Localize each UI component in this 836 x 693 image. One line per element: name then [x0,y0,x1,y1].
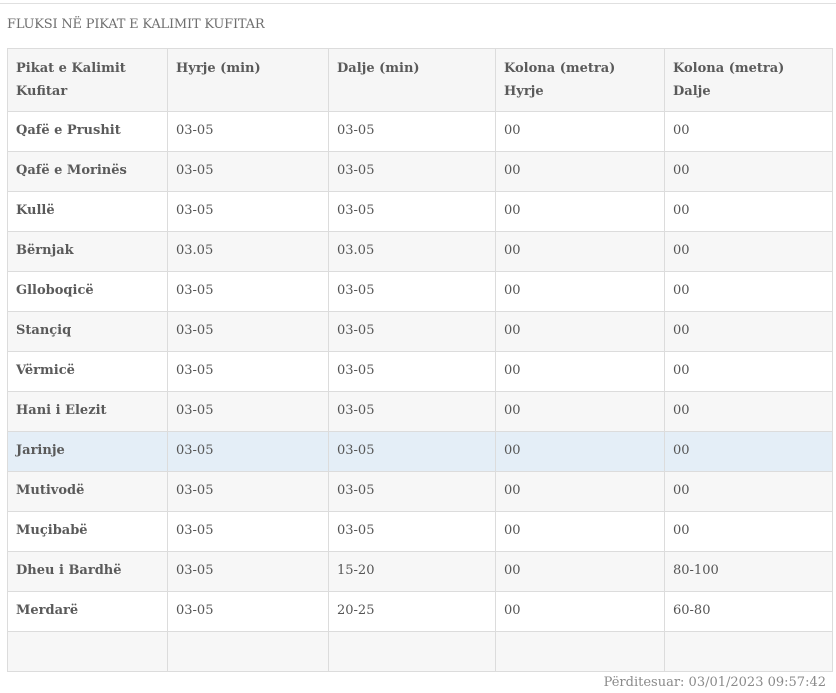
cell-crossing-point: Mutivodë [7,471,168,512]
cell-crossing-point: Glloboqicë [7,271,168,312]
cell-queue-exit: 00 [664,391,833,432]
cell-queue-exit: 00 [664,351,833,392]
table-row: Vërmicë 03-05 03-05 00 00 [7,351,833,392]
cell-queue-exit: 00 [664,271,833,312]
cell-queue-exit: 00 [664,431,833,472]
cell-queue-entry: 00 [495,551,665,592]
cell-crossing-point: Kullë [7,191,168,232]
header-crossing-point: Pikat e Kalimit Kufitar [7,48,168,112]
page-title: FLUKSI NË PIKAT E KALIMIT KUFITAR [7,17,265,32]
cell-exit-min: 03-05 [328,111,496,152]
cell-exit-min: 20-25 [328,591,496,632]
top-divider [0,3,836,4]
cell-queue-entry: 00 [495,471,665,512]
cell-queue-exit: 00 [664,311,833,352]
cell-entry-min: 03-05 [167,151,329,192]
cell-queue-entry: 00 [495,151,665,192]
table-row: Kullë 03-05 03-05 00 00 [7,191,833,232]
header-entry-min: Hyrje (min) [167,48,329,112]
cell-queue-entry [495,631,665,672]
cell-entry-min: 03-05 [167,551,329,592]
cell-entry-min: 03-05 [167,111,329,152]
cell-queue-exit: 00 [664,191,833,232]
table-row: Glloboqicë 03-05 03-05 00 00 [7,271,833,312]
table-row: Muçibabë 03-05 03-05 00 00 [7,511,833,552]
table-row [7,631,833,672]
cell-entry-min: 03-05 [167,311,329,352]
cell-exit-min: 03-05 [328,471,496,512]
table-row: Mutivodë 03-05 03-05 00 00 [7,471,833,512]
cell-entry-min: 03-05 [167,351,329,392]
table-row: Merdarë 03-05 20-25 00 60-80 [7,591,833,632]
cell-crossing-point: Muçibabë [7,511,168,552]
cell-queue-entry: 00 [495,351,665,392]
table-row: Qafë e Morinës 03-05 03-05 00 00 [7,151,833,192]
table-header-row: Pikat e Kalimit Kufitar Hyrje (min) Dalj… [7,48,833,112]
cell-queue-exit: 80-100 [664,551,833,592]
cell-crossing-point: Dheu i Bardhë [7,551,168,592]
cell-crossing-point: Bërnjak [7,231,168,272]
cell-crossing-point: Vërmicë [7,351,168,392]
cell-entry-min: 03.05 [167,231,329,272]
last-updated: Përditesuar: 03/01/2023 09:57:42 [603,675,826,690]
table-row: Qafë e Prushit 03-05 03-05 00 00 [7,111,833,152]
cell-exit-min: 03-05 [328,511,496,552]
cell-crossing-point: Merdarë [7,591,168,632]
cell-entry-min: 03-05 [167,431,329,472]
table-row: Hani i Elezit 03-05 03-05 00 00 [7,391,833,432]
cell-entry-min: 03-05 [167,271,329,312]
table-row: Jarinje 03-05 03-05 00 00 [7,431,833,472]
cell-queue-exit: 00 [664,111,833,152]
cell-crossing-point: Jarinje [7,431,168,472]
cell-exit-min: 03-05 [328,151,496,192]
header-queue-entry: Kolona (metra) Hyrje [495,48,665,112]
cell-entry-min: 03-05 [167,471,329,512]
cell-entry-min: 03-05 [167,191,329,232]
cell-exit-min: 03-05 [328,271,496,312]
cell-entry-min: 03-05 [167,511,329,552]
cell-crossing-point: Qafë e Prushit [7,111,168,152]
cell-exit-min: 03-05 [328,351,496,392]
cell-queue-entry: 00 [495,431,665,472]
cell-queue-entry: 00 [495,511,665,552]
cell-crossing-point: Hani i Elezit [7,391,168,432]
table-row: Bërnjak 03.05 03.05 00 00 [7,231,833,272]
header-queue-exit: Kolona (metra) Dalje [664,48,833,112]
cell-crossing-point: Qafë e Morinës [7,151,168,192]
cell-exit-min [328,631,496,672]
cell-queue-entry: 00 [495,111,665,152]
cell-exit-min: 03.05 [328,231,496,272]
cell-entry-min: 03-05 [167,591,329,632]
cell-queue-entry: 00 [495,191,665,232]
cell-queue-entry: 00 [495,231,665,272]
cell-queue-exit [664,631,833,672]
cell-crossing-point [7,631,168,672]
cell-entry-min: 03-05 [167,391,329,432]
cell-exit-min: 15-20 [328,551,496,592]
table-row: Dheu i Bardhë 03-05 15-20 00 80-100 [7,551,833,592]
cell-queue-exit: 00 [664,511,833,552]
cell-queue-exit: 00 [664,231,833,272]
cell-queue-exit: 00 [664,151,833,192]
header-exit-min: Dalje (min) [328,48,496,112]
cell-crossing-point: Stançiq [7,311,168,352]
cell-queue-entry: 00 [495,271,665,312]
cell-queue-exit: 60-80 [664,591,833,632]
cell-queue-exit: 00 [664,471,833,512]
cell-exit-min: 03-05 [328,391,496,432]
table-row: Stançiq 03-05 03-05 00 00 [7,311,833,352]
cell-entry-min [167,631,329,672]
cell-queue-entry: 00 [495,591,665,632]
cell-exit-min: 03-05 [328,311,496,352]
cell-queue-entry: 00 [495,391,665,432]
cell-queue-entry: 00 [495,311,665,352]
cell-exit-min: 03-05 [328,191,496,232]
border-flux-table: Pikat e Kalimit Kufitar Hyrje (min) Dalj… [7,48,833,672]
cell-exit-min: 03-05 [328,431,496,472]
